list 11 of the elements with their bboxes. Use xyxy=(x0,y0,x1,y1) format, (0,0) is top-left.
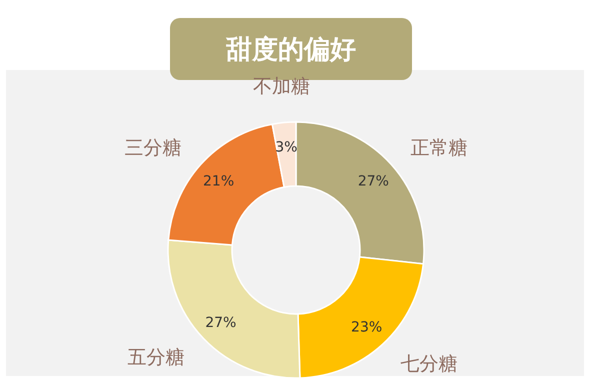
data-label: 21% xyxy=(203,174,234,190)
slice-label: 正常糖 xyxy=(410,137,468,160)
data-label: 27% xyxy=(205,314,236,331)
data-label: 3% xyxy=(275,139,298,156)
data-label: 23% xyxy=(351,319,382,336)
slice-label: 三分糖 xyxy=(124,137,182,160)
slice-label: 五分糖 xyxy=(128,346,185,368)
data-label: 27% xyxy=(358,174,389,190)
slice-label: 不加糖 xyxy=(253,76,310,98)
slice-label: 七分糖 xyxy=(400,353,458,376)
chart-title: 甜度的偏好 xyxy=(225,35,356,65)
